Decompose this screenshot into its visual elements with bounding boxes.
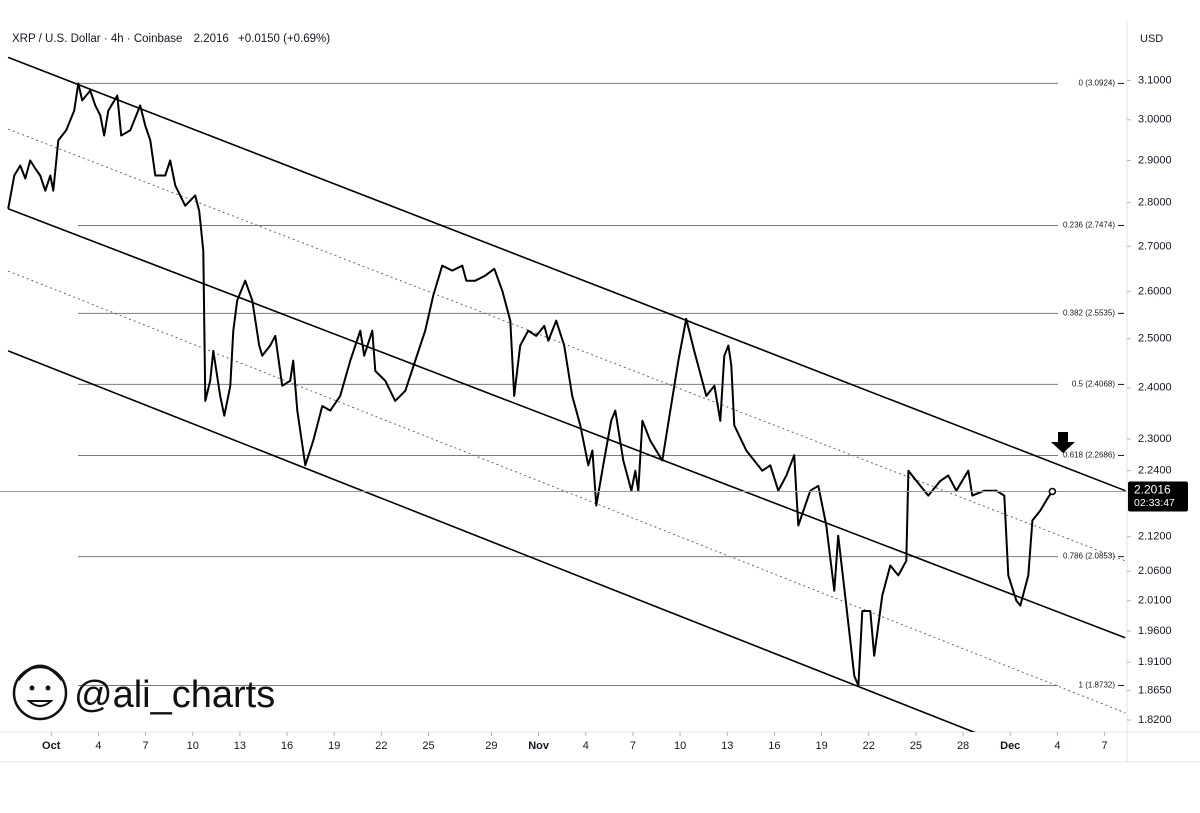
y-tick-label: 2.4000 — [1138, 382, 1172, 394]
y-tick-label: 2.5000 — [1138, 333, 1172, 345]
y-tick-label: 2.0600 — [1138, 565, 1172, 577]
x-tick-label: Dec — [1000, 740, 1020, 752]
x-tick-label: 7 — [1101, 740, 1107, 752]
x-tick-label: 10 — [674, 740, 686, 752]
last-point — [1048, 487, 1057, 496]
x-tick-label: 13 — [721, 740, 733, 752]
y-tick-label: 1.8650 — [1138, 685, 1172, 697]
currency-label: USD — [1140, 33, 1163, 45]
down-arrow — [1051, 432, 1075, 453]
channel-line — [7, 56, 1126, 492]
fib-level-label: 0.382 (2.5535) — [1063, 308, 1115, 317]
x-tick-label: Oct — [42, 740, 61, 752]
symbol-title: XRP / U.S. Dollar · 4h · Coinbase — [12, 33, 182, 45]
y-tick-label: 3.0000 — [1138, 114, 1172, 126]
fib-level-label: 1 (1.8732) — [1079, 681, 1116, 690]
y-tick-label: 2.6000 — [1138, 286, 1172, 298]
x-tick-label: 28 — [957, 740, 969, 752]
watermark-text: @ali_charts — [74, 674, 275, 716]
x-tick-label: 4 — [95, 740, 101, 752]
x-tick-label: 25 — [422, 740, 434, 752]
x-tick-label: 7 — [142, 740, 148, 752]
y-tick-label: 1.8200 — [1138, 714, 1172, 726]
y-tick-label: 2.9000 — [1138, 154, 1172, 166]
x-tick-label: 22 — [863, 740, 875, 752]
x-tick-label: 25 — [910, 740, 922, 752]
avatar-eye — [29, 685, 35, 691]
x-tick-label: 19 — [328, 740, 340, 752]
x-tick-label: 7 — [630, 740, 636, 752]
y-tick-label: 1.9100 — [1138, 656, 1172, 668]
fib-level-label: 0.786 (2.0853) — [1063, 552, 1115, 561]
y-tick-label: 3.1000 — [1138, 74, 1172, 86]
watermark-logo: @ali_charts — [12, 664, 275, 721]
y-tick-label: 2.1200 — [1138, 531, 1172, 543]
y-tick-label: 2.7000 — [1138, 240, 1172, 252]
y-tick-label: 2.2400 — [1138, 465, 1172, 477]
x-tick-label: 16 — [281, 740, 293, 752]
x-tick-label: 16 — [768, 740, 780, 752]
y-tick-label: 2.3000 — [1138, 433, 1172, 445]
x-tick-label: 22 — [375, 740, 387, 752]
avatar-smile — [26, 700, 54, 707]
fib-level-label: 0 (3.0924) — [1079, 78, 1116, 87]
x-tick-label: 4 — [583, 740, 589, 752]
x-tick-label: 29 — [485, 740, 497, 752]
x-tick-label: 13 — [234, 740, 246, 752]
avatar-hair — [16, 664, 64, 681]
fib-level-label: 0.618 (2.2686) — [1063, 451, 1115, 460]
countdown-label: 02:33:47 — [1134, 497, 1175, 509]
header-change: +0.0150 (+0.69%) — [238, 33, 330, 45]
header-price: 2.2016 — [194, 33, 229, 45]
fib-level-label: 0.5 (2.4068) — [1072, 380, 1115, 389]
x-tick-label: 19 — [815, 740, 827, 752]
x-tick-label: 4 — [1054, 740, 1060, 752]
plot-area — [0, 56, 1127, 732]
x-tick-label: Nov — [528, 740, 550, 752]
channel-line — [7, 270, 1126, 714]
header: XRP / U.S. Dollar · 4h · Coinbase 2.2016… — [12, 33, 330, 45]
avatar-eye — [45, 685, 51, 691]
price-line — [7, 82, 1054, 687]
last-price-box — [1128, 481, 1188, 512]
y-tick-label: 2.0100 — [1138, 595, 1172, 607]
y-tick-label: 1.9600 — [1138, 625, 1172, 637]
channel-line — [7, 350, 976, 732]
x-tick-label: 10 — [187, 740, 199, 752]
channel-line — [7, 207, 1126, 639]
last-price-label: 2.2016 — [1134, 483, 1171, 497]
fib-level-label: 0.236 (2.7474) — [1063, 221, 1115, 230]
y-tick-label: 2.8000 — [1138, 197, 1172, 209]
